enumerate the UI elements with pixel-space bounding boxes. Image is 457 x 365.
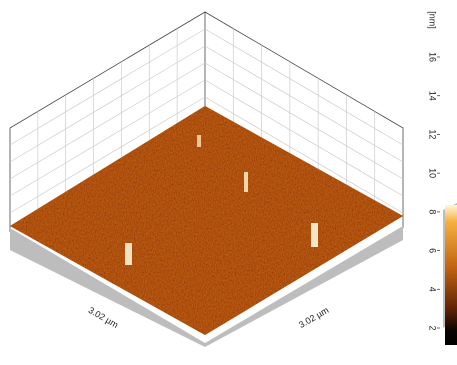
afm-surface-view: 3.02 µm 3.02 µm [nm] 2 4 6 8 10 12 14 16 — [0, 0, 457, 365]
z-tick-label: 8 — [428, 209, 438, 214]
surface-spike — [311, 223, 318, 247]
surface-spike — [244, 172, 248, 192]
surface-spike — [125, 243, 132, 265]
z-tick-label: 10 — [428, 168, 438, 178]
x-axis-label: 3.02 µm — [87, 305, 120, 330]
z-axis-label: [nm] — [428, 11, 438, 29]
y-axis-label: 3.02 µm — [297, 305, 330, 330]
z-tick-label: 14 — [428, 91, 438, 101]
surface-spike — [197, 135, 201, 147]
z-tick-label: 4 — [428, 287, 438, 292]
z-tick-label: 12 — [428, 129, 438, 139]
z-tick-label: 2 — [428, 325, 438, 330]
colorbar — [445, 205, 457, 345]
z-tick-label: 16 — [428, 52, 438, 62]
page: 3.02 µm 3.02 µm [nm] 246810121416 (() =>… — [0, 0, 457, 365]
z-tick-label: 6 — [428, 248, 438, 253]
surface-texture — [10, 106, 403, 335]
